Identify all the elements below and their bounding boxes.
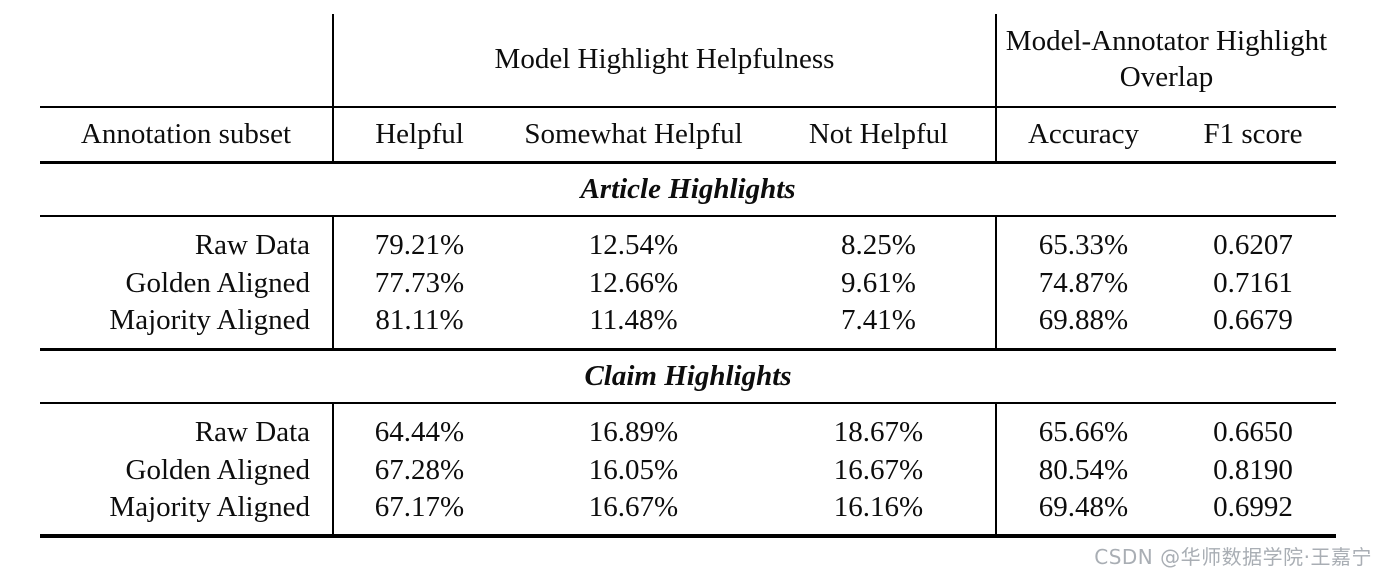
cell-value: 77.73% [332,264,505,302]
cell-value: 16.67% [833,453,924,486]
cell-value: 11.48% [505,302,762,351]
cell-value: 79.21% [332,216,505,264]
results-table-container: Model Highlight Helpfulness Model-Annota… [40,14,1336,538]
table-row: Golden Aligned 77.73% 12.66% 9.61% 74.87% 0.7… [40,264,1336,302]
cell-value: 0.8190 [1213,453,1293,486]
row-label: Raw Data [194,229,310,261]
table-row: Majority Aligned 67.17% 16.67% 16.16% 69.48%… [40,489,1336,538]
cell-value: 16.16% [762,489,996,538]
section-title: Article Highlights [40,162,1336,217]
row-label: Golden Aligned [125,453,310,486]
cell-value: 67.28% [332,451,505,489]
cell-value: 0.6679 [1170,302,1336,351]
col-header-helpful: Helpful [332,107,505,164]
cell-value: 8.25% [841,229,916,261]
table-row: Raw Data 79.21% 12.54% 8.25% 65.33% 0.6207 [40,216,1336,264]
row-label: Majority Aligned [40,302,333,351]
col-header-f1-score: F1 score [1170,107,1336,164]
group-header-helpfulness: Model Highlight Helpfulness [332,14,996,108]
cell-value: 0.6992 [1170,489,1336,538]
cell-value: 16.89% [588,416,679,448]
col-header-accuracy: Accuracy [995,107,1170,164]
section-header-row: Article Highlights [40,162,1336,217]
cell-value: 67.17% [332,489,505,538]
cell-value: 9.61% [841,266,916,299]
cell-value: 7.41% [762,302,996,351]
cell-value: 0.6650 [1213,416,1293,448]
csdn-watermark: CSDN @华师数据学院·王嘉宁 [1094,545,1372,569]
stub-cell [40,14,333,108]
cell-value: 64.44% [332,403,505,451]
column-header-row: Annotation subset Helpful Somewhat Helpf… [40,107,1336,164]
cell-value: 69.88% [995,302,1170,351]
row-label: Majority Aligned [40,489,333,538]
group-header-row: Model Highlight Helpfulness Model-Annota… [40,14,1336,108]
col-header-somewhat-helpful: Somewhat Helpful [505,107,762,164]
cell-value: 0.7161 [1213,266,1293,299]
table-body: Article Highlights Raw Data 79.21% 12.54% 8.… [40,162,1336,538]
group-header-overlap: Model-Annotator Highlight Overlap [995,14,1336,108]
cell-value: 80.54% [995,451,1170,489]
section-title: Claim Highlights [40,349,1336,404]
cell-value: 16.05% [588,453,679,486]
cell-value: 69.48% [995,489,1170,538]
row-label: Golden Aligned [125,266,310,299]
cell-value: 74.87% [995,264,1170,302]
cell-value: 18.67% [833,416,924,448]
row-label: Raw Data [194,416,310,448]
section-header-row: Claim Highlights [40,349,1336,404]
cell-value: 12.66% [588,266,679,299]
col-header-annotation-subset: Annotation subset [40,107,333,164]
table-row: Raw Data 64.44% 16.89% 18.67% 65.66% 0.6650 [40,403,1336,451]
results-table: Model Highlight Helpfulness Model-Annota… [40,14,1336,538]
cell-value: 16.67% [505,489,762,538]
table-row: Golden Aligned 67.28% 16.05% 16.67% 80.54% 0.… [40,451,1336,489]
col-header-not-helpful: Not Helpful [762,107,996,164]
table-row: Majority Aligned 81.11% 11.48% 7.41% 69.88% 0… [40,302,1336,351]
cell-value: 65.66% [995,403,1170,451]
cell-value: 12.54% [588,229,679,261]
cell-value: 65.33% [995,216,1170,264]
cell-value: 81.11% [332,302,505,351]
cell-value: 0.6207 [1213,229,1293,261]
